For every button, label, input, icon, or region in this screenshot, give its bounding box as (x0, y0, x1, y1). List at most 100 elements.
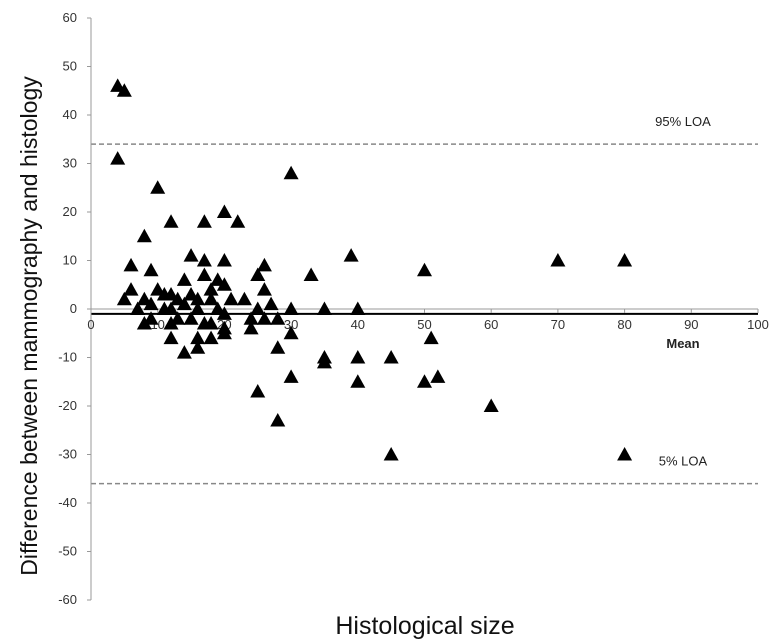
data-point (216, 253, 232, 267)
y-tick-label: -50 (58, 544, 77, 559)
data-point (550, 253, 566, 267)
data-point (203, 291, 219, 306)
x-tick-label: 40 (351, 317, 365, 332)
data-point (176, 272, 192, 286)
data-point (303, 267, 319, 282)
data-point (216, 277, 232, 291)
data-point (617, 253, 633, 267)
data-point (203, 282, 219, 296)
reference-line-label: 95% LOA (655, 114, 711, 129)
data-point (417, 374, 432, 388)
data-point (163, 301, 179, 315)
data-point (283, 301, 299, 315)
x-tick-label: 0 (87, 317, 94, 332)
data-point (430, 369, 446, 383)
data-point (283, 325, 299, 340)
y-axis-title: Difference between mammography and histo… (16, 76, 42, 576)
x-tick-label: 50 (417, 317, 431, 332)
data-point (196, 267, 212, 282)
y-tick-label: 10 (63, 253, 77, 268)
data-point (617, 447, 633, 461)
data-point (350, 301, 366, 315)
reference-line-label: Mean (666, 336, 699, 351)
data-point (230, 214, 246, 228)
data-point (143, 311, 159, 325)
data-point (256, 282, 272, 296)
data-point (243, 320, 259, 335)
data-point (123, 257, 139, 272)
data-point (163, 316, 179, 330)
data-point (116, 291, 132, 306)
y-tick-label: 20 (63, 204, 77, 219)
data-point (163, 214, 179, 228)
data-point (216, 325, 232, 340)
data-point (283, 369, 299, 383)
data-point (143, 262, 159, 277)
reference-line-label: 5% LOA (659, 454, 708, 469)
data-point (203, 316, 219, 330)
data-point (417, 262, 432, 277)
data-point (316, 301, 332, 315)
x-axis-title: Histological size (335, 612, 514, 640)
y-tick-label: 0 (70, 301, 77, 316)
x-tick-label: 60 (484, 317, 498, 332)
data-point (270, 340, 286, 354)
data-point (176, 296, 192, 311)
tick-labels: 6050403020100-10-20-30-40-50-60010203040… (58, 10, 769, 607)
data-point (190, 301, 206, 315)
y-tick-label: 60 (63, 10, 77, 25)
data-point (183, 248, 199, 262)
y-tick-label: -20 (58, 398, 77, 413)
data-point (190, 291, 206, 306)
data-point (136, 228, 152, 243)
y-tick-label: 50 (63, 59, 77, 74)
data-point (256, 311, 272, 325)
y-tick-label: 40 (63, 107, 77, 122)
data-point (423, 330, 439, 345)
data-point (270, 413, 286, 427)
y-tick-label: -60 (58, 592, 77, 607)
x-tick-label: 70 (551, 317, 565, 332)
data-point (263, 296, 279, 311)
data-point (256, 257, 272, 272)
x-tick-label: 30 (284, 317, 298, 332)
data-point (196, 214, 212, 228)
data-point (136, 316, 152, 330)
data-points (110, 78, 633, 461)
data-point (343, 248, 359, 262)
data-point (110, 151, 126, 165)
data-point (270, 311, 286, 325)
data-point (143, 296, 159, 311)
data-point (250, 267, 266, 282)
data-point (483, 398, 499, 412)
data-point (183, 311, 199, 325)
data-point (243, 311, 259, 325)
data-point (216, 204, 232, 218)
data-point (216, 306, 232, 320)
data-point (223, 291, 239, 306)
axes (87, 17, 759, 601)
reference-line-labels: 95% LOA Mean 5% LOA (655, 114, 711, 469)
x-tick-label: 90 (684, 317, 698, 332)
data-point (190, 330, 206, 345)
data-point (250, 383, 266, 398)
data-point (350, 374, 366, 388)
data-point (383, 350, 399, 364)
data-point (236, 291, 252, 306)
data-point (116, 83, 132, 97)
data-point (283, 165, 299, 180)
y-tick-label: -10 (58, 350, 77, 365)
x-tick-label: 100 (747, 317, 769, 332)
data-point (123, 282, 139, 296)
data-point (150, 180, 166, 194)
data-point (170, 311, 186, 325)
x-tick-label: 80 (617, 317, 631, 332)
data-point (190, 340, 206, 354)
y-tick-label: -30 (58, 447, 77, 462)
data-point (203, 330, 219, 345)
data-point (196, 253, 212, 267)
y-tick-label: -40 (58, 495, 77, 510)
y-tick-label: 30 (63, 156, 77, 171)
data-point (130, 301, 146, 315)
